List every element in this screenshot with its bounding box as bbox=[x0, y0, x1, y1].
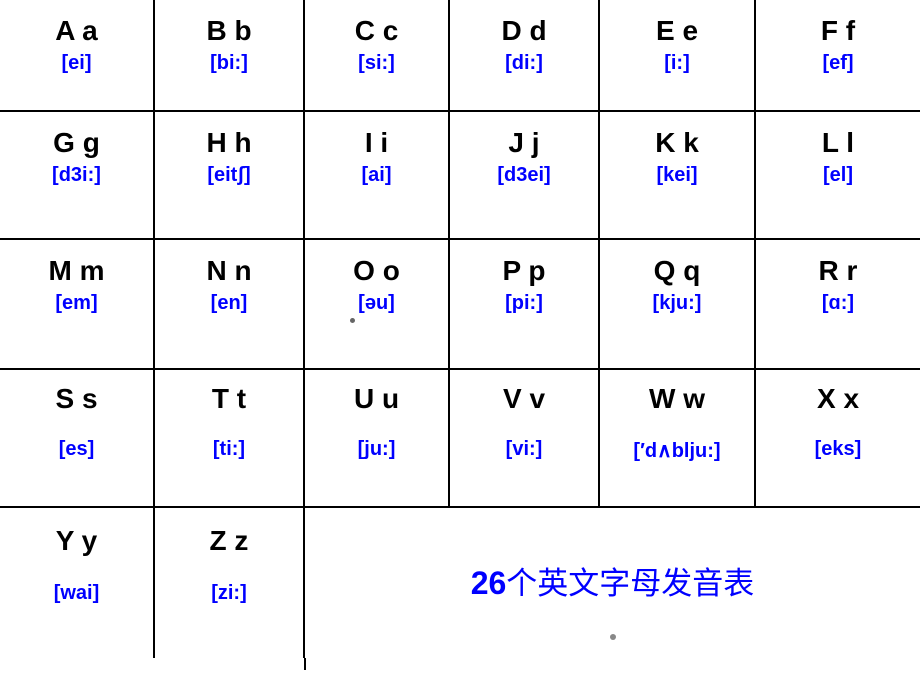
phonetic: [em] bbox=[55, 292, 97, 315]
letter: M m bbox=[49, 254, 105, 288]
letter: B b bbox=[206, 14, 251, 48]
phonetic: [ef] bbox=[822, 52, 853, 75]
phonetic: [eitʃ] bbox=[207, 164, 250, 187]
letter: K k bbox=[655, 126, 699, 160]
phonetic: [di:] bbox=[505, 52, 543, 75]
phonetic: [zi:] bbox=[211, 582, 247, 605]
dot-icon bbox=[350, 318, 355, 323]
letter: P p bbox=[502, 254, 545, 288]
letter: J j bbox=[508, 126, 539, 160]
phonetic: [əu] bbox=[358, 292, 395, 315]
phonetic: [ei] bbox=[62, 52, 92, 75]
cell-d: D d [di:] bbox=[450, 0, 600, 112]
letter: H h bbox=[206, 126, 251, 160]
cell-p: P p [pi:] bbox=[450, 240, 600, 370]
phonetic: [vi:] bbox=[506, 438, 543, 461]
letter: E e bbox=[656, 14, 698, 48]
letter: I i bbox=[365, 126, 388, 160]
letter: Y y bbox=[56, 524, 98, 558]
phonetic: [d3i:] bbox=[52, 164, 101, 187]
cell-i: I i [ai] bbox=[305, 112, 450, 240]
letter: F f bbox=[821, 14, 855, 48]
cell-c: C c [si:] bbox=[305, 0, 450, 112]
tick-mark bbox=[304, 658, 306, 670]
phonetic: [en] bbox=[211, 292, 248, 315]
phonetic: [ju:] bbox=[358, 438, 396, 461]
letter: X x bbox=[817, 382, 859, 416]
cell-f: F f [ef] bbox=[756, 0, 920, 112]
cell-k: K k [kei] bbox=[600, 112, 756, 240]
cell-w: W w [′d∧blju:] bbox=[600, 370, 756, 508]
phonetic: [′d∧blju:] bbox=[633, 438, 720, 463]
table-title: 26个英文字母发音表 bbox=[471, 558, 755, 603]
phonetic: [ɑ:] bbox=[822, 292, 854, 315]
phonetic: [i:] bbox=[664, 52, 690, 75]
phonetic: [pi:] bbox=[505, 292, 543, 315]
phonetic: [d3ei] bbox=[497, 164, 550, 187]
letter: W w bbox=[649, 382, 705, 416]
phonetic: [es] bbox=[59, 438, 95, 461]
letter: T t bbox=[212, 382, 246, 416]
cell-u: U u [ju:] bbox=[305, 370, 450, 508]
cell-v: V v [vi:] bbox=[450, 370, 600, 508]
cell-m: M m [em] bbox=[0, 240, 155, 370]
letter: Q q bbox=[654, 254, 701, 288]
cell-q: Q q [kju:] bbox=[600, 240, 756, 370]
page-dot-icon bbox=[610, 634, 616, 640]
letter: V v bbox=[503, 382, 545, 416]
letter: L l bbox=[822, 126, 854, 160]
cell-b: B b [bi:] bbox=[155, 0, 305, 112]
alphabet-table: A a [ei] B b [bi:] C c [si:] D d [di:] E… bbox=[0, 0, 920, 690]
letter: R r bbox=[819, 254, 858, 288]
letter: A a bbox=[55, 14, 98, 48]
title-text: 个英文字母发音表 bbox=[506, 566, 754, 601]
letter: D d bbox=[501, 14, 546, 48]
cell-y: Y y [wai] bbox=[0, 508, 155, 658]
phonetic: [bi:] bbox=[210, 52, 248, 75]
letter: N n bbox=[206, 254, 251, 288]
phonetic: [el] bbox=[823, 164, 853, 187]
cell-s: S s [es] bbox=[0, 370, 155, 508]
title-number: 26 bbox=[471, 565, 507, 601]
cell-j: J j [d3ei] bbox=[450, 112, 600, 240]
phonetic: [si:] bbox=[358, 52, 395, 75]
title-cell: 26个英文字母发音表 bbox=[305, 508, 920, 658]
phonetic: [eks] bbox=[815, 438, 862, 461]
letter: G g bbox=[53, 126, 100, 160]
phonetic: [ai] bbox=[362, 164, 392, 187]
phonetic: [kju:] bbox=[653, 292, 702, 315]
letter: S s bbox=[55, 382, 97, 416]
cell-o: O o [əu] bbox=[305, 240, 450, 370]
cell-x: X x [eks] bbox=[756, 370, 920, 508]
cell-g: G g [d3i:] bbox=[0, 112, 155, 240]
phonetic: [wai] bbox=[54, 582, 100, 605]
cell-a: A a [ei] bbox=[0, 0, 155, 112]
cell-z: Z z [zi:] bbox=[155, 508, 305, 658]
cell-l: L l [el] bbox=[756, 112, 920, 240]
letter: Z z bbox=[210, 524, 249, 558]
cell-n: N n [en] bbox=[155, 240, 305, 370]
letter: O o bbox=[353, 254, 400, 288]
phonetic: [ti:] bbox=[213, 438, 245, 461]
cell-e: E e [i:] bbox=[600, 0, 756, 112]
cell-t: T t [ti:] bbox=[155, 370, 305, 508]
phonetic: [kei] bbox=[656, 164, 697, 187]
cell-h: H h [eitʃ] bbox=[155, 112, 305, 240]
letter: C c bbox=[355, 14, 399, 48]
letter: U u bbox=[354, 382, 399, 416]
cell-r: R r [ɑ:] bbox=[756, 240, 920, 370]
